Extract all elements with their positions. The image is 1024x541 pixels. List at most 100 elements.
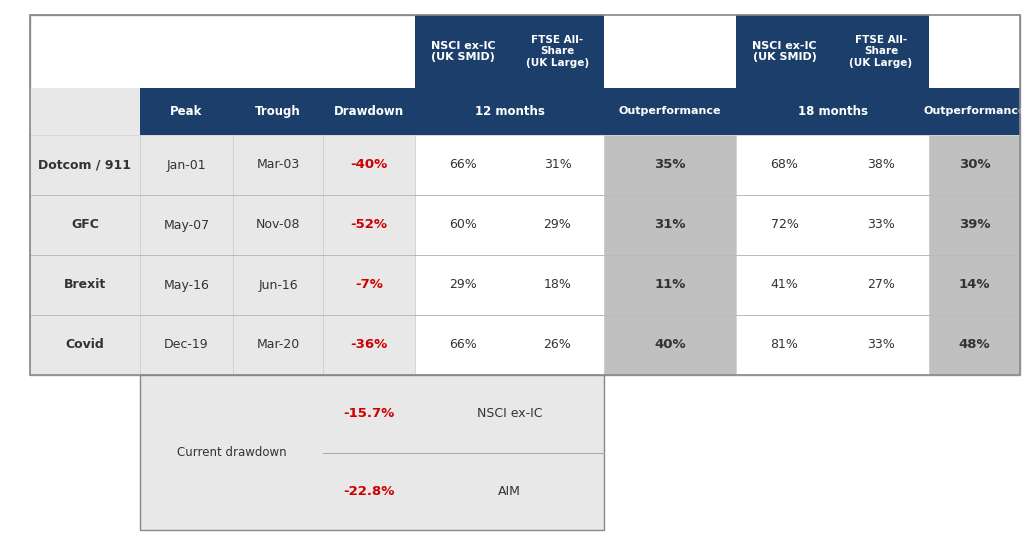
Bar bbox=[604, 15, 736, 88]
Text: NSCI ex-IC
(UK SMID): NSCI ex-IC (UK SMID) bbox=[431, 41, 496, 62]
Text: 14%: 14% bbox=[958, 279, 990, 292]
Text: FTSE All-
Share
(UK Large): FTSE All- Share (UK Large) bbox=[850, 35, 912, 68]
Text: Dec-19: Dec-19 bbox=[164, 339, 209, 352]
Text: 81%: 81% bbox=[771, 339, 799, 352]
Bar bbox=[604, 88, 736, 135]
Text: 48%: 48% bbox=[958, 339, 990, 352]
Bar bbox=[140, 195, 233, 255]
Text: 29%: 29% bbox=[450, 279, 477, 292]
Text: 41%: 41% bbox=[771, 279, 799, 292]
Bar bbox=[30, 255, 140, 315]
Bar bbox=[30, 15, 1020, 375]
Text: NSCI ex-IC
(UK SMID): NSCI ex-IC (UK SMID) bbox=[753, 41, 817, 62]
Text: 35%: 35% bbox=[654, 159, 686, 171]
Bar bbox=[604, 195, 736, 255]
Text: Outperformance: Outperformance bbox=[924, 107, 1024, 116]
Bar bbox=[415, 15, 604, 88]
Text: 18%: 18% bbox=[544, 279, 571, 292]
Bar bbox=[323, 88, 415, 135]
Bar bbox=[415, 88, 511, 135]
Bar bbox=[140, 135, 233, 195]
Bar bbox=[233, 255, 323, 315]
Bar bbox=[323, 195, 415, 255]
Bar bbox=[736, 135, 929, 195]
Bar bbox=[929, 255, 1020, 315]
Bar bbox=[323, 315, 415, 375]
Text: May-07: May-07 bbox=[164, 219, 210, 232]
Text: Current drawdown: Current drawdown bbox=[177, 446, 287, 459]
Bar bbox=[736, 255, 929, 315]
Text: 29%: 29% bbox=[544, 219, 571, 232]
Bar bbox=[604, 255, 736, 315]
Bar bbox=[233, 315, 323, 375]
Text: NSCI ex-IC: NSCI ex-IC bbox=[477, 407, 543, 420]
Text: AIM: AIM bbox=[498, 485, 521, 498]
Text: Dotcom / 911: Dotcom / 911 bbox=[39, 159, 131, 171]
Text: -15.7%: -15.7% bbox=[343, 407, 394, 420]
Text: 11%: 11% bbox=[654, 279, 686, 292]
Text: Nov-08: Nov-08 bbox=[256, 219, 300, 232]
Bar bbox=[736, 15, 929, 88]
Text: 26%: 26% bbox=[544, 339, 571, 352]
Bar bbox=[604, 135, 736, 195]
Text: 27%: 27% bbox=[867, 279, 895, 292]
Bar bbox=[415, 135, 604, 195]
Bar bbox=[233, 88, 323, 135]
Bar bbox=[30, 195, 140, 255]
Text: 68%: 68% bbox=[771, 159, 799, 171]
Text: Brexit: Brexit bbox=[63, 279, 106, 292]
Bar bbox=[140, 315, 233, 375]
Text: -52%: -52% bbox=[350, 219, 387, 232]
Bar bbox=[929, 135, 1020, 195]
Bar bbox=[929, 15, 1020, 88]
Bar bbox=[30, 88, 140, 135]
Text: 31%: 31% bbox=[544, 159, 571, 171]
Text: 66%: 66% bbox=[450, 159, 477, 171]
Text: 40%: 40% bbox=[654, 339, 686, 352]
Text: 66%: 66% bbox=[450, 339, 477, 352]
Text: Peak: Peak bbox=[170, 105, 203, 118]
Text: Mar-20: Mar-20 bbox=[256, 339, 300, 352]
Bar bbox=[415, 315, 604, 375]
Text: Outperformance: Outperformance bbox=[618, 107, 721, 116]
Text: -7%: -7% bbox=[355, 279, 383, 292]
Text: Jan-01: Jan-01 bbox=[167, 159, 206, 171]
Text: Covid: Covid bbox=[66, 339, 104, 352]
Bar bbox=[415, 255, 604, 315]
Bar bbox=[30, 135, 140, 195]
Text: 39%: 39% bbox=[958, 219, 990, 232]
Text: 30%: 30% bbox=[958, 159, 990, 171]
Bar bbox=[736, 315, 929, 375]
Text: -36%: -36% bbox=[350, 339, 388, 352]
Text: 33%: 33% bbox=[867, 219, 895, 232]
Text: 33%: 33% bbox=[867, 339, 895, 352]
Bar bbox=[511, 88, 604, 135]
Text: Mar-03: Mar-03 bbox=[256, 159, 300, 171]
Bar bbox=[929, 88, 1020, 135]
Bar bbox=[736, 88, 833, 135]
Bar bbox=[323, 255, 415, 315]
Text: 31%: 31% bbox=[654, 219, 686, 232]
Text: -40%: -40% bbox=[350, 159, 388, 171]
Text: 60%: 60% bbox=[450, 219, 477, 232]
Bar bbox=[140, 88, 233, 135]
Bar bbox=[30, 15, 1020, 375]
Text: Drawdown: Drawdown bbox=[334, 105, 404, 118]
Text: May-16: May-16 bbox=[164, 279, 210, 292]
Text: 72%: 72% bbox=[771, 219, 799, 232]
Bar bbox=[233, 195, 323, 255]
Bar bbox=[833, 88, 929, 135]
Text: Jun-16: Jun-16 bbox=[258, 279, 298, 292]
Text: -22.8%: -22.8% bbox=[343, 485, 394, 498]
Bar bbox=[415, 195, 604, 255]
Text: Trough: Trough bbox=[255, 105, 301, 118]
Bar bbox=[140, 255, 233, 315]
Bar bbox=[323, 135, 415, 195]
Text: 18 months: 18 months bbox=[798, 105, 867, 118]
Bar bbox=[604, 315, 736, 375]
Bar bbox=[736, 195, 929, 255]
Bar bbox=[233, 135, 323, 195]
Text: FTSE All-
Share
(UK Large): FTSE All- Share (UK Large) bbox=[526, 35, 589, 68]
Text: 38%: 38% bbox=[867, 159, 895, 171]
Text: 12 months: 12 months bbox=[474, 105, 545, 118]
